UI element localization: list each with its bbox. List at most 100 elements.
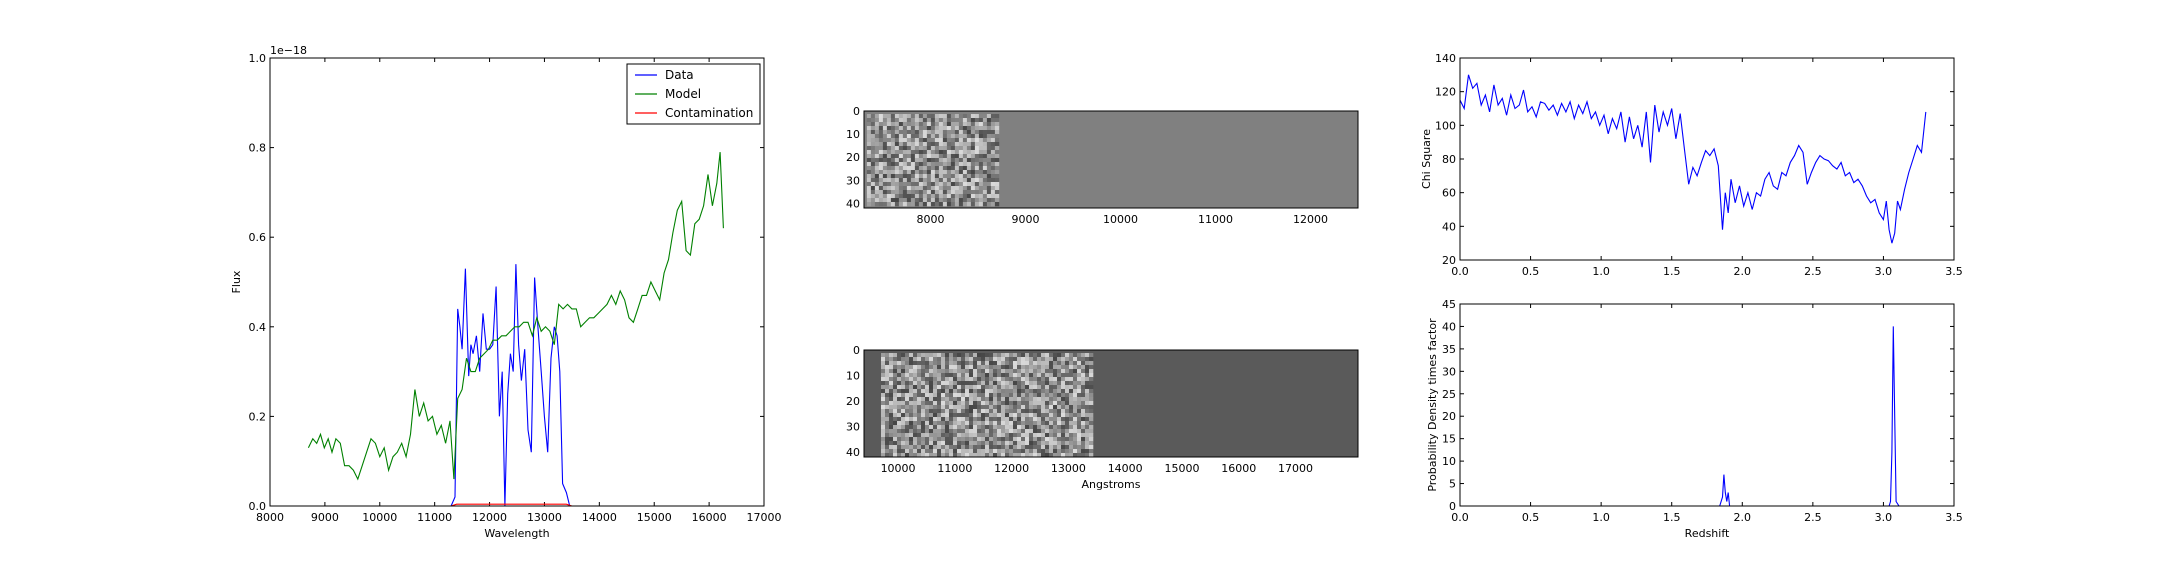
axes-frame — [1459, 303, 1955, 507]
legend: Data Model Contamination — [626, 63, 761, 125]
x-tick-label: 9000 — [311, 511, 339, 524]
x-tick-label: 3.0 — [1875, 265, 1893, 278]
x-tick-label: 10000 — [881, 462, 916, 475]
y-tick-label: 60 — [1442, 187, 1456, 200]
y-tick-label: 40 — [1442, 320, 1456, 333]
probability-density-plot: 0.0 0.5 1.0 1.5 2.0 2.5 3.0 3.5 0 5 10 15 20 25 30 35 40… — [1426, 298, 1963, 540]
x-tick-label: 14000 — [1108, 462, 1143, 475]
series-0-line — [1460, 74, 1927, 244]
axes-frame — [1459, 57, 1955, 261]
y-tick-label: 0.6 — [249, 231, 267, 244]
x-tick-label: 13000 — [527, 511, 562, 524]
spectrum-image — [881, 353, 1094, 458]
x-tick-label: 15000 — [1164, 462, 1199, 475]
y-tick-label: 30 — [846, 174, 860, 187]
x-tick-label: 3.5 — [1945, 511, 1963, 524]
y-tick-label: 30 — [1442, 365, 1456, 378]
chi-square-plot: 0.0 0.5 1.0 1.5 2.0 2.5 3.0 3.5 20 40 60 80 100 120 14… — [1420, 52, 1963, 278]
x-tick-label: 0.0 — [1451, 511, 1469, 524]
y-tick-label: 0.0 — [249, 500, 267, 513]
y-tick-label: 0 — [1449, 500, 1456, 513]
contamination-line — [308, 503, 737, 506]
x-tick-label: 17000 — [1278, 462, 1313, 475]
x-tick-label: 10000 — [1103, 213, 1138, 226]
y-tick-label: 1.0 — [249, 52, 267, 65]
x-axis-label: Angstroms — [1082, 478, 1141, 491]
legend-box — [626, 63, 761, 125]
y-tick-label: 80 — [1442, 153, 1456, 166]
y-axis-label: Chi Square — [1420, 129, 1433, 189]
x-tick-label: 0.5 — [1522, 511, 1540, 524]
y-tick-label: 20 — [846, 395, 860, 408]
spectrum-plot: 8000 9000 10000 11000 12000 13000 14000 15000 16… — [230, 44, 782, 540]
x-axis-label: Redshift — [1685, 527, 1730, 540]
x-tick-label: 14000 — [582, 511, 617, 524]
y-tick-label: 10 — [1442, 455, 1456, 468]
x-tick-label: 2.5 — [1804, 265, 1822, 278]
x-tick-label: 11000 — [417, 511, 452, 524]
y-tick-label: 0.4 — [249, 321, 267, 334]
x-tick-label: 11000 — [937, 462, 972, 475]
series-group — [1460, 74, 1927, 244]
x-tick-label: 3.0 — [1875, 511, 1893, 524]
series-group — [1460, 326, 1926, 506]
x-tick-label: 2.5 — [1804, 511, 1822, 524]
x-tick-label: 16000 — [692, 511, 727, 524]
model-line — [307, 152, 724, 481]
x-tick-label: 1.5 — [1663, 265, 1681, 278]
image-bottom-plot: 10000 11000 12000 13000 14000 15000 16000 17000… — [846, 344, 1359, 491]
x-tick-label: 12000 — [994, 462, 1029, 475]
y-tick-label: 20 — [1442, 410, 1456, 423]
x-tick-label: 0.0 — [1451, 265, 1469, 278]
x-tick-label: 8000 — [917, 213, 945, 226]
x-tick-label: 2.0 — [1734, 511, 1752, 524]
x-axis-label: Wavelength — [484, 527, 549, 540]
y-tick-label: 35 — [1442, 343, 1456, 356]
y-tick-label: 25 — [1442, 388, 1456, 401]
axes-frame — [269, 57, 765, 507]
x-tick-label: 12000 — [1293, 213, 1328, 226]
y-tick-label: 0 — [853, 105, 860, 118]
data-line — [308, 264, 737, 506]
y-tick-label: 5 — [1449, 478, 1456, 491]
x-tick-label: 11000 — [1198, 213, 1233, 226]
y-tick-label: 10 — [846, 369, 860, 382]
y-tick-label: 15 — [1442, 433, 1456, 446]
y-tick-label: 40 — [846, 197, 860, 210]
y-tick-label: 0.2 — [249, 410, 267, 423]
legend-label: Data — [665, 68, 694, 82]
x-tick-label: 16000 — [1221, 462, 1256, 475]
y-tick-label: 40 — [1442, 220, 1456, 233]
x-tick-label: 17000 — [747, 511, 782, 524]
x-tick-label: 9000 — [1012, 213, 1040, 226]
y-axis-label: Flux — [230, 270, 243, 293]
image-top-plot: 8000 9000 10000 11000 12000 0 10 20 30 40 — [846, 105, 1359, 226]
x-tick-label: 10000 — [362, 511, 397, 524]
y-tick-label: 0.8 — [249, 142, 267, 155]
x-tick-label: 2.0 — [1734, 265, 1752, 278]
y-tick-label: 120 — [1435, 86, 1456, 99]
x-tick-label: 12000 — [472, 511, 507, 524]
axes-frame — [863, 349, 1359, 458]
offset-text: 1e−18 — [270, 44, 307, 57]
y-tick-label: 45 — [1442, 298, 1456, 311]
x-tick-label: 1.5 — [1663, 511, 1681, 524]
series-group — [307, 152, 737, 506]
y-tick-label: 10 — [846, 128, 860, 141]
x-tick-label: 13000 — [1051, 462, 1086, 475]
x-tick-label: 8000 — [256, 511, 284, 524]
y-axis-label: Probability Density times factor — [1426, 318, 1439, 492]
y-tick-label: 40 — [846, 446, 860, 459]
x-tick-label: 1.0 — [1592, 511, 1610, 524]
spectrum-image — [866, 114, 1000, 207]
series-0-line — [1460, 326, 1926, 506]
x-tick-label: 15000 — [637, 511, 672, 524]
y-tick-label: 20 — [846, 151, 860, 164]
legend-label: Model — [665, 87, 701, 101]
x-tick-label: 0.5 — [1522, 265, 1540, 278]
y-tick-label: 30 — [846, 420, 860, 433]
x-tick-label: 1.0 — [1592, 265, 1610, 278]
y-tick-label: 100 — [1435, 119, 1456, 132]
y-tick-label: 20 — [1442, 254, 1456, 267]
x-tick-label: 3.5 — [1945, 265, 1963, 278]
